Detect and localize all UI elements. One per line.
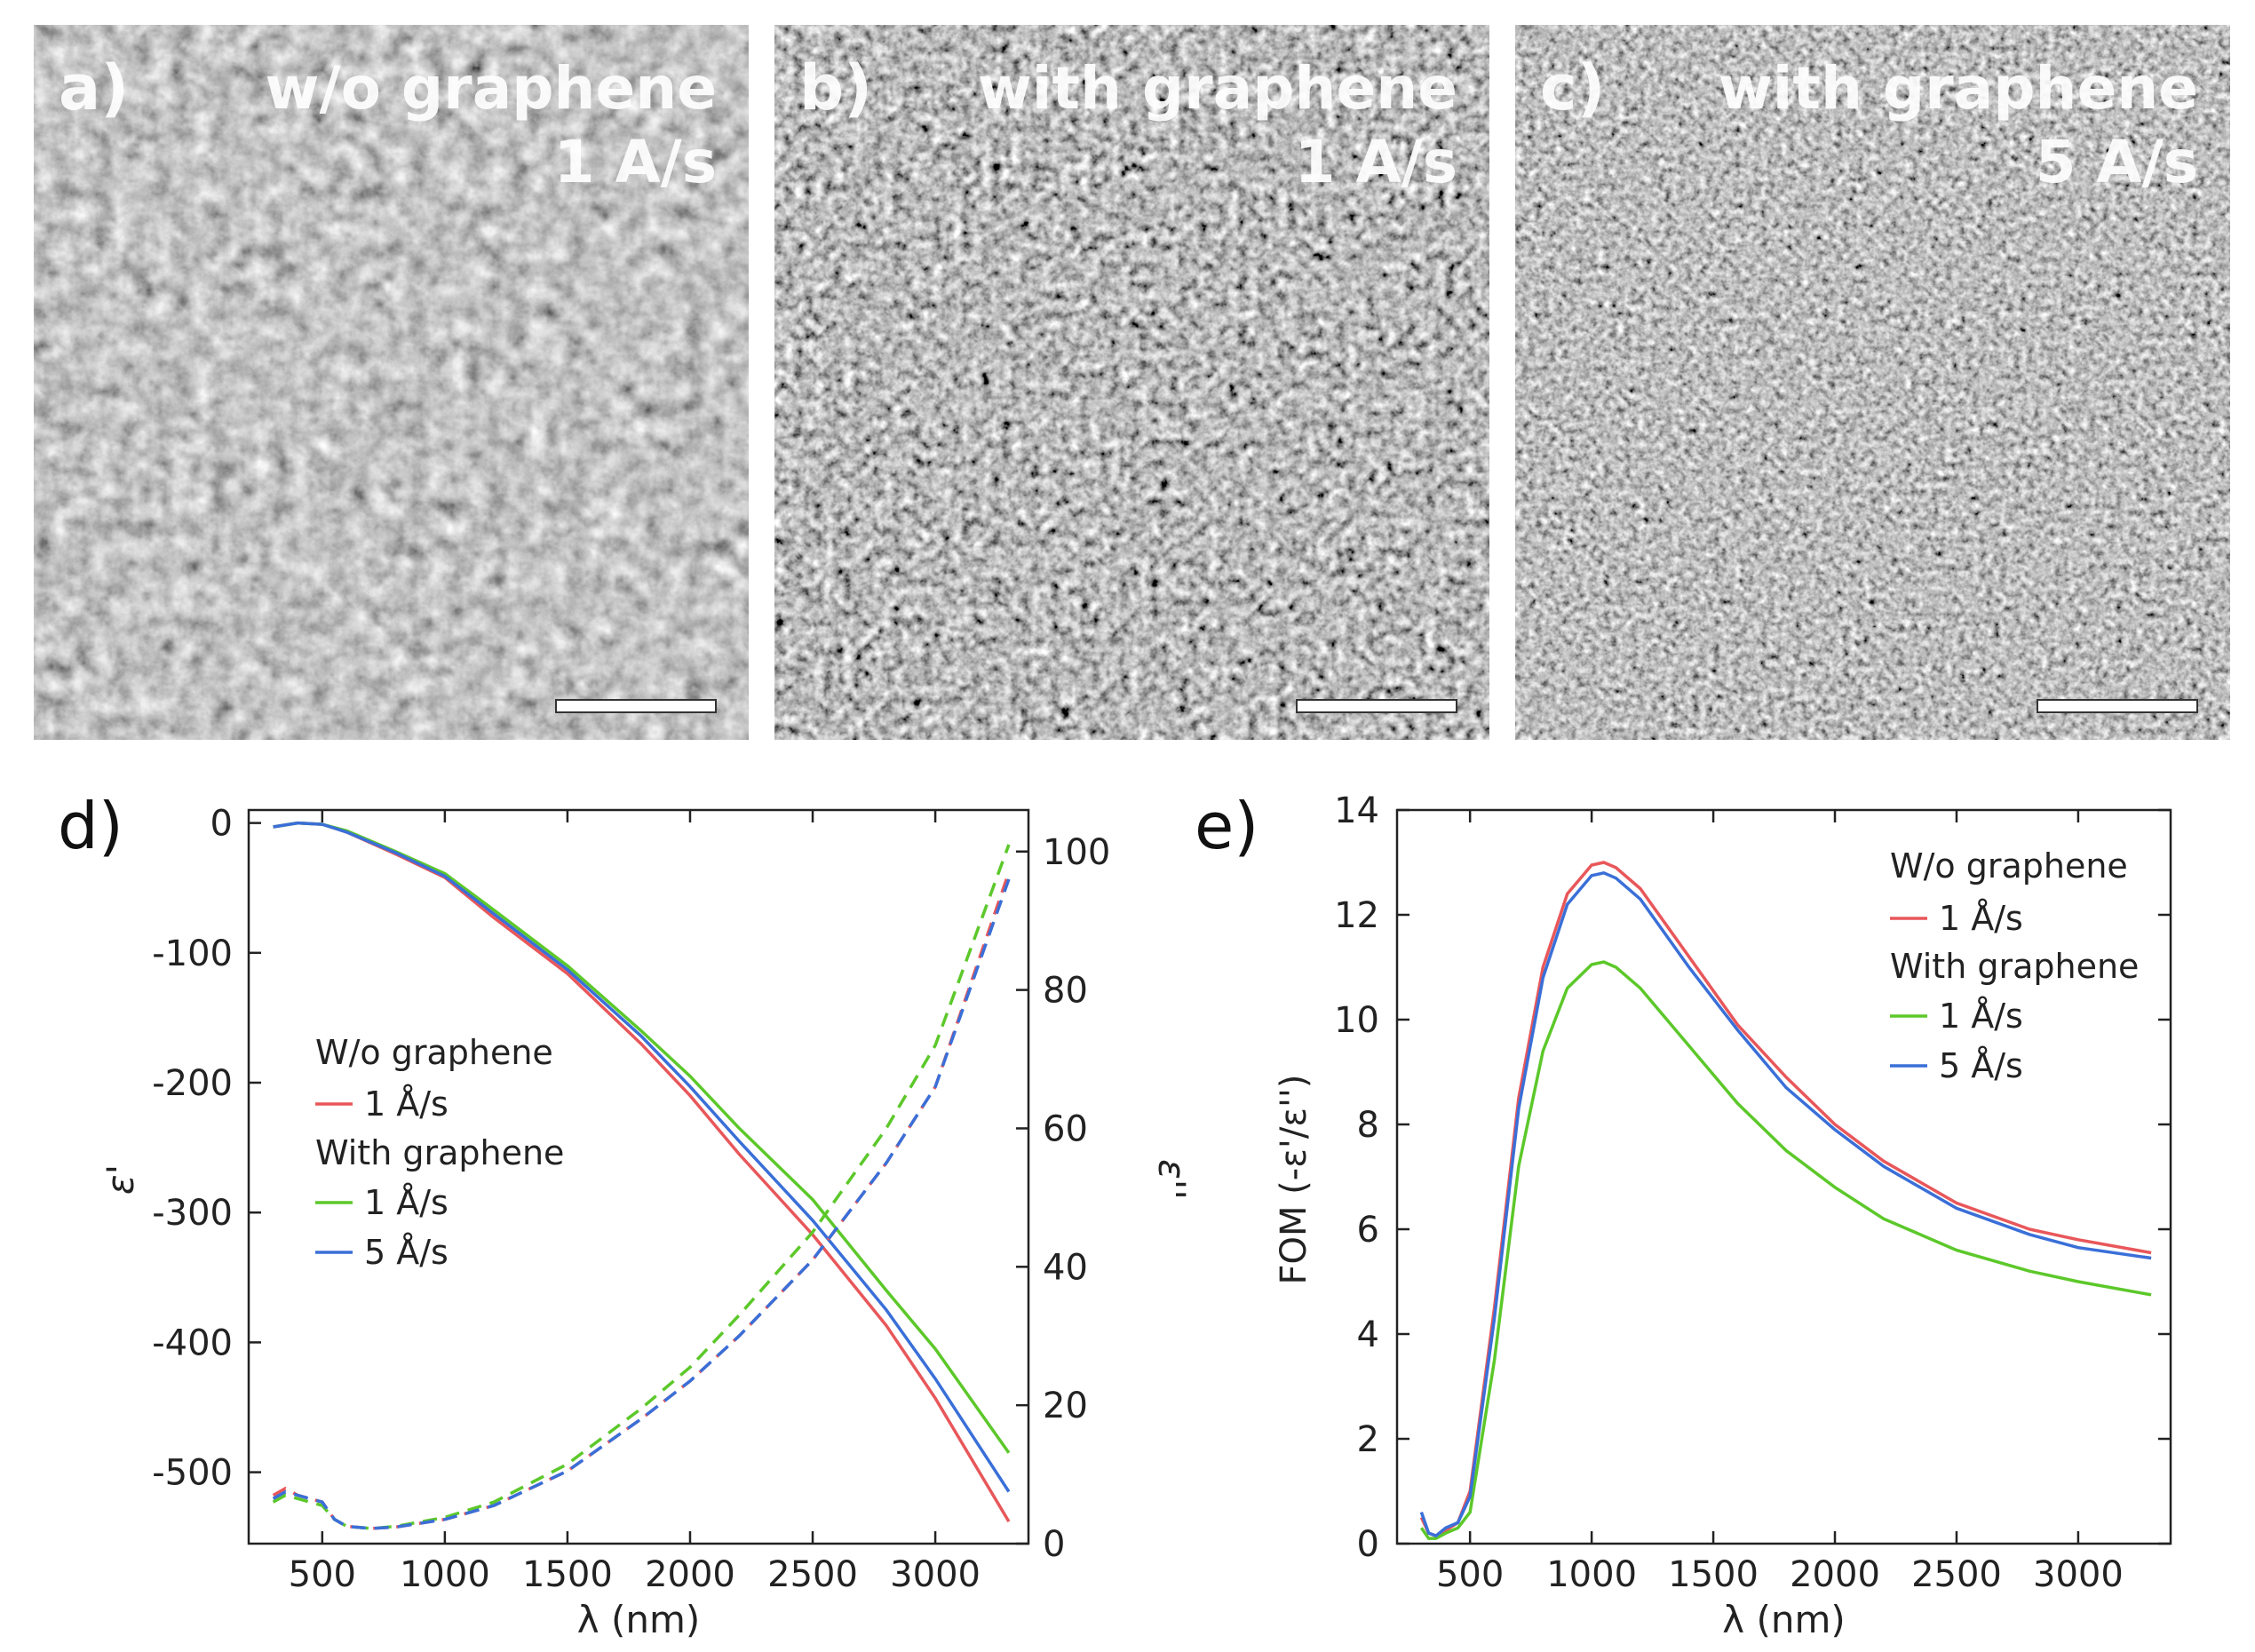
- series-line-eps-imag: [272, 878, 1011, 1530]
- series-line-eps-imag: [272, 844, 1011, 1530]
- y-right-axis-label: ε'': [1150, 1159, 1194, 1200]
- x-axis-label: λ (nm): [1722, 1598, 1846, 1641]
- condition-line2: 1 A/s: [553, 128, 717, 196]
- condition-line2: 5 A/s: [2035, 128, 2198, 196]
- legend-group-label: W/o graphene: [1890, 846, 2128, 886]
- y-tick-label: 10: [1334, 1000, 1379, 1041]
- series-line-eps-real: [273, 821, 1011, 1493]
- scale-bar: [1296, 699, 1457, 713]
- sem-panel-c: c) with graphene 5 A/s: [1515, 25, 2230, 740]
- y-tick-label: 0: [1357, 1524, 1379, 1565]
- x-axis-label: λ (nm): [577, 1598, 701, 1641]
- y-left-tick-label: -400: [152, 1322, 233, 1363]
- condition-line2: 1 A/s: [1294, 128, 1457, 196]
- legend-group-label: With graphene: [315, 1133, 564, 1172]
- y-left-tick-label: 0: [210, 804, 233, 845]
- x-tick-label: 3000: [2033, 1554, 2124, 1595]
- x-tick-label: 2500: [1911, 1554, 2002, 1595]
- y-right-tick-label: 40: [1043, 1247, 1088, 1288]
- y-axis-label: FOM (-ε'/ε''): [1274, 1074, 1314, 1284]
- condition-line1: with graphene: [977, 54, 1457, 123]
- scale-bar: [2037, 699, 2198, 713]
- panel-letter-c: c): [1540, 52, 1606, 124]
- x-tick-label: 500: [289, 1554, 356, 1595]
- y-left-tick-label: -200: [152, 1063, 233, 1104]
- y-left-tick-label: -500: [152, 1453, 233, 1494]
- condition-line1: with graphene: [1718, 54, 2198, 123]
- x-tick-label: 2500: [767, 1554, 858, 1595]
- legend-item-label: 1 Å/s: [364, 1183, 449, 1222]
- x-tick-label: 1000: [400, 1554, 490, 1595]
- y-tick-label: 6: [1357, 1210, 1379, 1251]
- panel-label-e: e): [1195, 789, 1259, 863]
- y-tick-label: 4: [1357, 1314, 1379, 1355]
- legend-item-label: 1 Å/s: [1939, 997, 2023, 1036]
- panel-letter-a: a): [59, 52, 130, 124]
- y-right-tick-label: 0: [1043, 1524, 1065, 1565]
- plot-frame: [247, 808, 1030, 1545]
- y-tick-label: 14: [1334, 790, 1379, 831]
- sem-texture-a: [34, 25, 749, 740]
- legend-item-label: 5 Å/s: [1939, 1046, 2023, 1085]
- legend-group-label: With graphene: [1890, 947, 2139, 986]
- x-tick-label: 2000: [645, 1554, 735, 1595]
- sem-panel-a: a) w/o graphene 1 A/s: [34, 25, 749, 740]
- y-right-tick-label: 100: [1043, 832, 1110, 873]
- panel-letter-b: b): [799, 52, 873, 124]
- y-tick-label: 12: [1334, 895, 1379, 936]
- sem-texture-b: [774, 25, 1489, 740]
- x-tick-label: 500: [1436, 1554, 1504, 1595]
- series-line-fom: [1419, 960, 2152, 1540]
- sem-panel-b: b) with graphene 1 A/s: [774, 25, 1489, 740]
- sem-texture-c: [1515, 25, 2230, 740]
- x-tick-label: 2000: [1790, 1554, 1880, 1595]
- x-tick-label: 1000: [1546, 1554, 1637, 1595]
- x-tick-label: 1500: [522, 1554, 613, 1595]
- panel-condition-a: w/o graphene 1 A/s: [266, 52, 717, 199]
- x-tick-label: 1500: [1668, 1554, 1759, 1595]
- y-left-axis-label: ε': [99, 1164, 142, 1195]
- y-right-tick-label: 60: [1043, 1108, 1088, 1149]
- y-left-tick-label: -300: [152, 1193, 233, 1234]
- y-tick-label: 8: [1357, 1105, 1379, 1146]
- legend-item-label: 5 Å/s: [364, 1233, 449, 1272]
- y-right-tick-label: 20: [1043, 1386, 1088, 1426]
- plot-frame: [1395, 808, 2172, 1545]
- series-line-fom: [1419, 870, 2152, 1538]
- x-tick-label: 3000: [890, 1554, 981, 1595]
- y-right-tick-label: 80: [1043, 971, 1088, 1012]
- scale-bar: [555, 699, 717, 713]
- panel-condition-c: with graphene 5 A/s: [1719, 52, 2198, 199]
- legend-item-label: 1 Å/s: [1939, 899, 2023, 938]
- panel-condition-b: with graphene 1 A/s: [978, 52, 1457, 199]
- y-left-tick-label: -100: [152, 933, 233, 974]
- panel-label-d: d): [58, 789, 123, 863]
- legend-group-label: W/o graphene: [315, 1033, 553, 1072]
- condition-line1: w/o graphene: [265, 54, 717, 123]
- legend-item-label: 1 Å/s: [364, 1084, 449, 1124]
- y-tick-label: 2: [1357, 1419, 1379, 1460]
